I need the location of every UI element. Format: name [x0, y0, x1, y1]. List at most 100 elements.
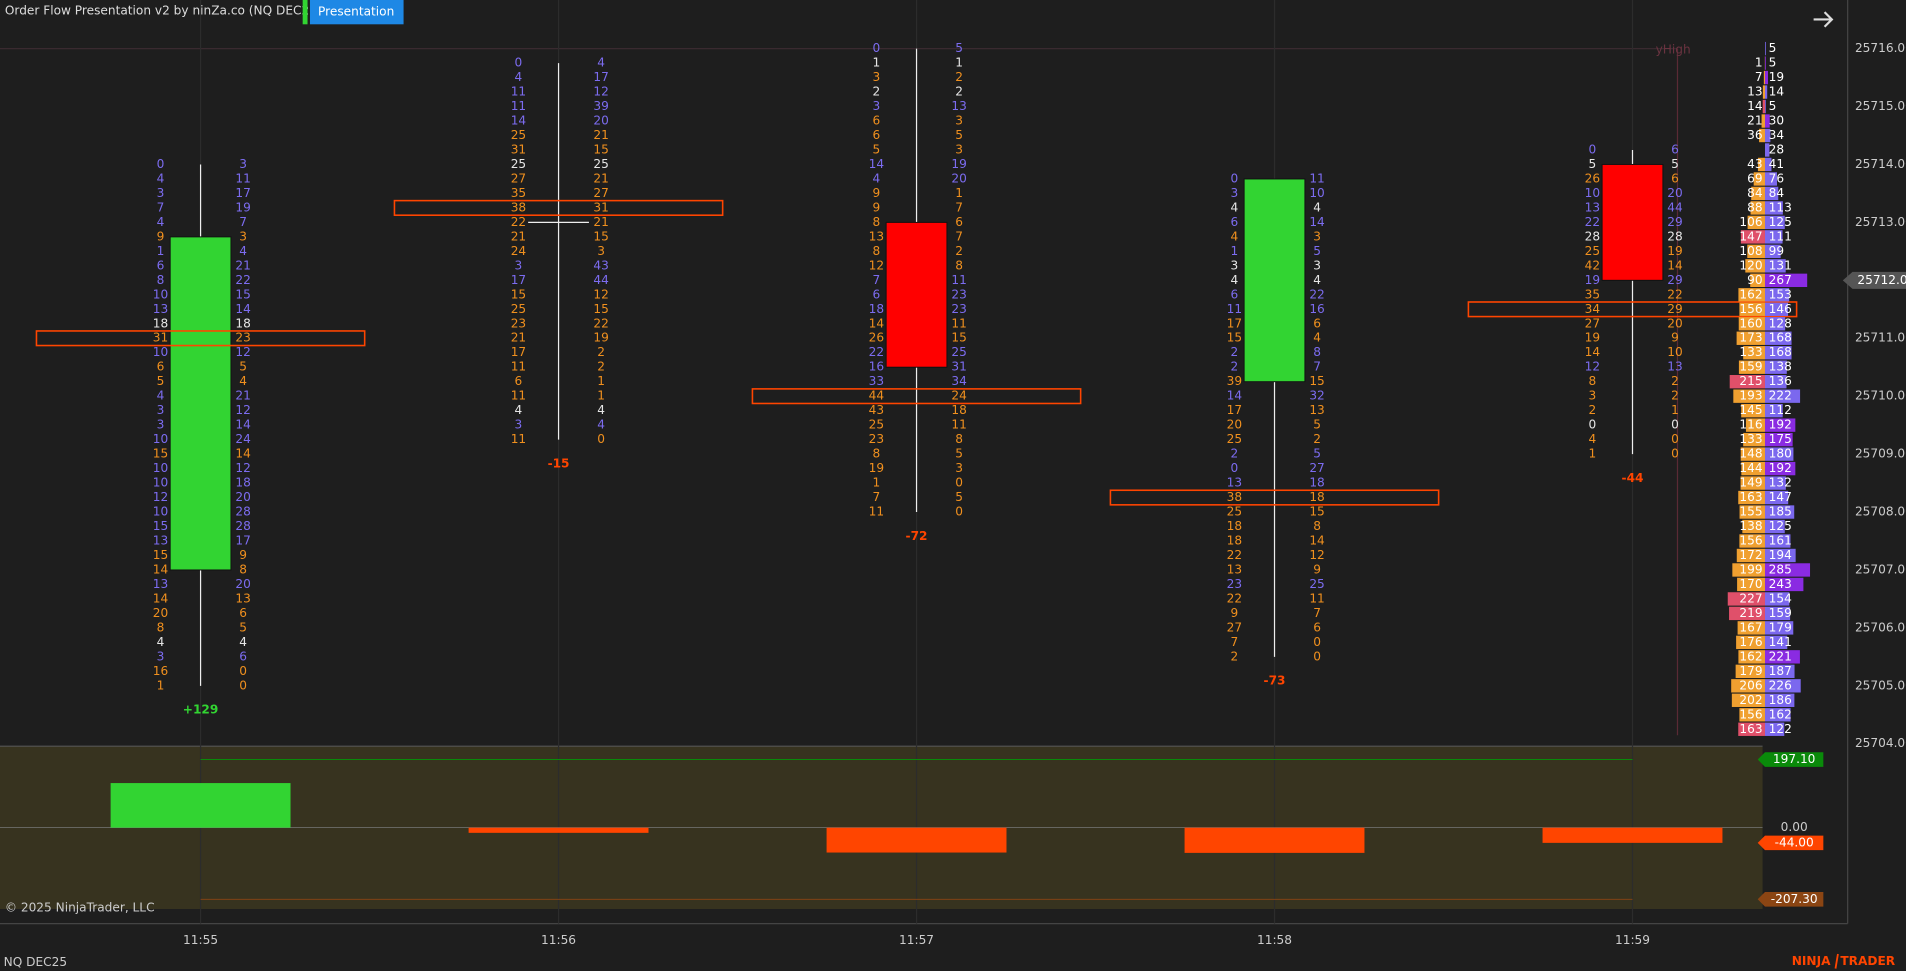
bid-volume: 11: [511, 99, 526, 113]
bid-volume: 4: [515, 70, 523, 84]
bid-volume: 24: [511, 244, 527, 258]
bid-volume: 3: [157, 186, 165, 200]
bid-volume: 22: [511, 215, 526, 229]
ask-volume: 3: [1313, 258, 1321, 272]
button-label[interactable]: Presentation: [318, 5, 394, 19]
bid-volume: 15: [511, 287, 526, 301]
instrument: NQ DEC25: [4, 955, 67, 969]
profile-bid-bar: [1735, 664, 1765, 679]
profile-ask-bar: [1764, 476, 1786, 490]
profile-bid: 69: [1747, 171, 1762, 185]
ask-volume: 11: [951, 273, 966, 287]
bid-volume: 14: [869, 316, 885, 330]
bid-volume: 14: [511, 114, 527, 128]
candle-body: [169, 236, 232, 571]
ask-volume: 4: [597, 56, 605, 70]
ask-volume: 11: [235, 171, 250, 185]
bid-volume: 17: [511, 345, 526, 359]
bid-volume: 15: [153, 548, 168, 562]
ask-volume: 8: [955, 432, 963, 446]
profile-ask-bar: [1764, 172, 1778, 186]
ask-volume: 0: [597, 432, 605, 446]
profile-bid-bar: [1741, 461, 1765, 476]
ask-volume: 20: [593, 114, 608, 128]
profile-ask: 162: [1769, 707, 1792, 721]
ask-volume: 16: [1309, 302, 1324, 316]
profile-ask: 132: [1769, 476, 1792, 490]
profile-ask-bar: [1764, 186, 1779, 201]
logo-slash: [1834, 953, 1839, 969]
candle-body: [1243, 178, 1306, 383]
ask-volume: 18: [235, 316, 250, 330]
profile-ask-bar: [1764, 244, 1781, 259]
bid-volume: 23: [511, 316, 526, 330]
profile-bid-bar: [1727, 592, 1765, 606]
bid-volume: 22: [1585, 215, 1600, 229]
ask-volume: 11: [1309, 171, 1324, 185]
ask-volume: 15: [1309, 505, 1324, 519]
ask-volume: 25: [1309, 577, 1324, 591]
bid-volume: 8: [873, 244, 881, 258]
profile-bid: 156: [1739, 533, 1762, 547]
ask-volume: 0: [239, 678, 247, 692]
profile-ask-bar: [1764, 403, 1783, 418]
bid-volume: 3: [873, 70, 881, 84]
ask-volume: 18: [1309, 476, 1324, 490]
ask-volume: 15: [593, 142, 608, 156]
profile-ask-bar: [1764, 389, 1801, 403]
ask-volume: 1: [1671, 403, 1679, 417]
profile-bid-bar: [1739, 708, 1765, 722]
bid-volume: 6: [1231, 287, 1239, 301]
ask-volume: 19: [593, 331, 608, 345]
profile-bid: 148: [1739, 447, 1762, 461]
profile-bid: 156: [1739, 302, 1762, 316]
bid-volume: 8: [873, 447, 881, 461]
profile-ask-bar: [1764, 85, 1768, 99]
delta-bar: [468, 827, 649, 833]
ask-volume: 3: [597, 244, 605, 258]
title: Order Flow Presentation v2 by ninZa.co (…: [5, 3, 388, 17]
profile-ask-bar: [1764, 346, 1792, 360]
bid-volume: 14: [153, 591, 169, 605]
presentation-button[interactable]: [309, 0, 404, 25]
profile-bid: 219: [1739, 606, 1762, 620]
ask-volume: 22: [593, 316, 608, 330]
x-tick-label: 11:55: [183, 933, 218, 947]
bid-volume: 13: [153, 302, 168, 316]
bid-volume: 6: [157, 360, 165, 374]
profile-bid-bar: [1736, 331, 1765, 345]
ask-volume: 20: [235, 577, 250, 591]
ask-volume: 0: [1671, 447, 1679, 461]
profile-ask: 185: [1769, 505, 1792, 519]
profile-ask: 159: [1769, 606, 1792, 620]
bid-volume: 0: [1589, 142, 1597, 156]
bid-volume: 10: [153, 345, 168, 359]
x-tick-label: 11:56: [541, 933, 576, 947]
copyright: © 2025 NinjaTrader, LLC: [5, 900, 155, 914]
bid-volume: 14: [1585, 345, 1601, 359]
bid-volume: 31: [153, 331, 168, 345]
profile-bid-bar: [1747, 215, 1765, 230]
ask-volume: 4: [1313, 200, 1321, 214]
profile-ask-bar: [1764, 99, 1766, 114]
bid-volume: 10: [153, 476, 168, 490]
ask-volume: 3: [955, 114, 963, 128]
ask-volume: 43: [593, 258, 608, 272]
bid-volume: 2: [1231, 360, 1239, 374]
profile-bid: 162: [1739, 649, 1762, 663]
bid-volume: 14: [153, 562, 169, 576]
bid-volume: 7: [873, 273, 881, 287]
profile-bid: 120: [1739, 258, 1762, 272]
ask-volume: 0: [1671, 432, 1679, 446]
candle-body: [885, 221, 948, 368]
profile-ask-bar: [1764, 70, 1768, 85]
arrow-icon[interactable]: [1813, 11, 1834, 28]
ask-volume: 8: [1313, 519, 1321, 533]
bid-volume: 3: [1589, 389, 1597, 403]
bid-volume: 4: [157, 635, 165, 649]
ask-volume: 4: [239, 635, 247, 649]
ask-volume: 12: [235, 345, 250, 359]
profile-ask-bar: [1764, 259, 1786, 273]
bid-volume: 2: [1231, 447, 1239, 461]
profile-ask: 187: [1769, 664, 1792, 678]
